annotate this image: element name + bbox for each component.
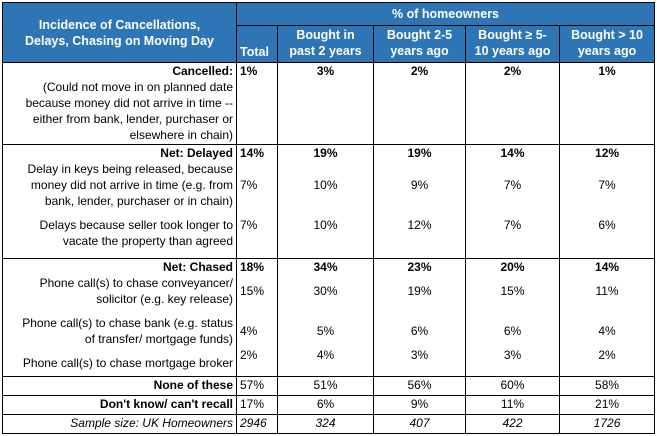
row-label-chased: Net: Chased Phone call(s) to chase conve… xyxy=(2,258,237,377)
cell-value: 21% xyxy=(558,395,656,415)
cell-value: 9% xyxy=(373,395,466,415)
cell-value: 51% xyxy=(277,376,374,396)
cell-value: 1726 xyxy=(558,414,656,434)
row-label-none: None of these xyxy=(2,376,237,396)
col-header-total: Total xyxy=(236,25,278,63)
cell-value: 2% xyxy=(373,62,466,145)
cell-value: 58% xyxy=(558,376,656,396)
row-label-dont-know: Don't know/ can't recall xyxy=(2,395,237,415)
cell-value-group: 34% 30% 5% 4% xyxy=(277,258,374,377)
cell-value-group: 20% 15% 6% 3% xyxy=(465,258,560,377)
cell-value: 57% xyxy=(236,376,278,396)
cell-value: 1% xyxy=(236,62,278,145)
cell-value-group: 19% 10% 10% xyxy=(277,144,374,259)
cell-value-group: 14% 7% 7% xyxy=(236,144,278,259)
row-label-delayed: Net: Delayed Delay in keys being release… xyxy=(2,144,237,259)
title-line-2: Delays, Chasing on Moving Day xyxy=(25,33,214,48)
table-row-dont-know: Don't know/ can't recall 17% 6% 9% 11% 2… xyxy=(2,395,656,415)
cell-value: 60% xyxy=(465,376,560,396)
cell-value: 3% xyxy=(277,62,374,145)
table-row-sample-size: Sample size: UK Homeowners 2946 324 407 … xyxy=(2,414,656,434)
col-header-over-10-years: Bought > 10 years ago xyxy=(558,25,656,63)
cell-value: 6% xyxy=(277,395,374,415)
cell-value: 11% xyxy=(465,395,560,415)
cell-value: 422 xyxy=(465,414,560,434)
table-row-none: None of these 57% 51% 56% 60% 58% xyxy=(2,376,656,396)
table-row-delayed: Net: Delayed Delay in keys being release… xyxy=(2,144,656,259)
cell-value: 2% xyxy=(465,62,560,145)
table-row-chased: Net: Chased Phone call(s) to chase conve… xyxy=(2,258,656,377)
cell-value: 2946 xyxy=(236,414,278,434)
cell-value: 407 xyxy=(373,414,466,434)
col-header-past-2-years: Bought in past 2 years xyxy=(277,25,374,63)
table-row-cancelled: Cancelled: (Could not move in on planned… xyxy=(2,62,656,145)
title-line-1: Incidence of Cancellations, xyxy=(38,17,201,32)
cell-value-group: 14% 11% 4% 2% xyxy=(558,258,656,377)
cell-value-group: 14% 7% 7% xyxy=(465,144,560,259)
group-header: % of homeowners xyxy=(235,2,656,26)
cell-value: 1% xyxy=(558,62,656,145)
cell-value-group: 19% 9% 12% xyxy=(373,144,466,259)
col-header-5-10-years: Bought ≥ 5- 10 years ago xyxy=(465,25,560,63)
table-title: Incidence of Cancellations, Delays, Chas… xyxy=(2,2,237,63)
cell-value: 17% xyxy=(236,395,278,415)
row-label-cancelled: Cancelled: (Could not move in on planned… xyxy=(2,62,237,145)
cell-value: 324 xyxy=(277,414,374,434)
cell-value-group: 12% 7% 6% xyxy=(558,144,656,259)
row-label-sample-size: Sample size: UK Homeowners xyxy=(2,414,237,434)
cell-value: 56% xyxy=(373,376,466,396)
cell-value-group: 18% 15% 4% 2% xyxy=(236,258,278,377)
cell-value-group: 23% 19% 6% 3% xyxy=(373,258,466,377)
col-header-2-5-years: Bought 2-5 years ago xyxy=(373,25,466,63)
